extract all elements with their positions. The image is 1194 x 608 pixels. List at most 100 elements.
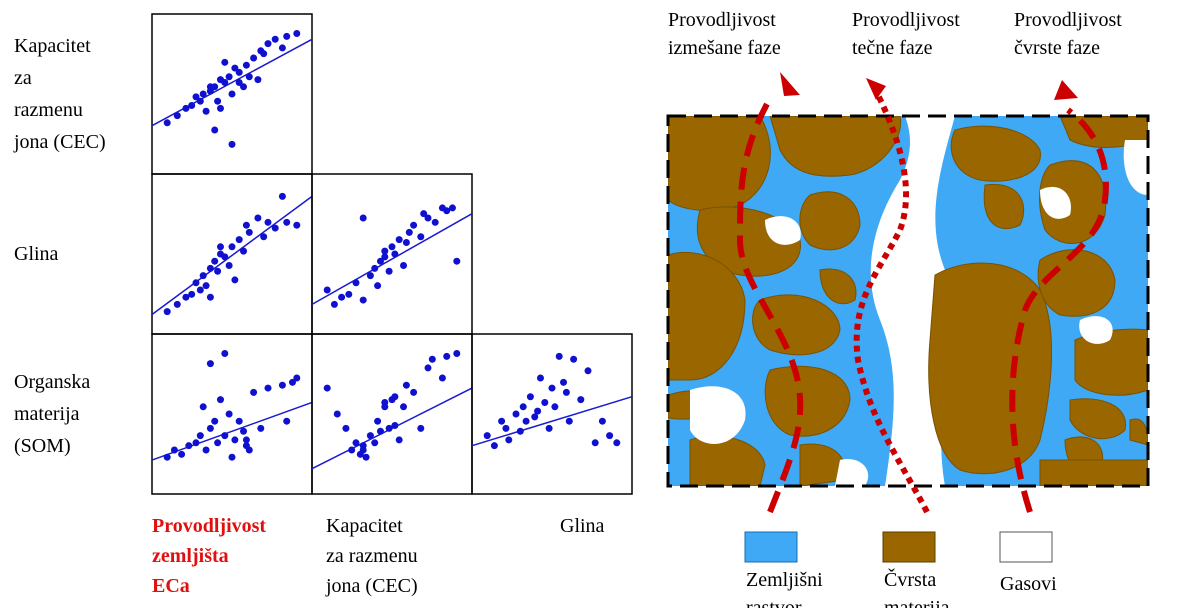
scatter-point (324, 287, 331, 294)
scatter-point (491, 442, 498, 449)
scatter-point (381, 248, 388, 255)
scatter-point (363, 454, 370, 461)
scatter-point (243, 62, 250, 69)
scatter-point (197, 432, 204, 439)
scatter-point (283, 219, 290, 226)
scatter-point (185, 442, 192, 449)
scatter-point (203, 282, 210, 289)
row-label: Glina (14, 243, 59, 265)
scatter-point (257, 425, 264, 432)
column-label: Provodljivost (152, 515, 266, 537)
scatter-point (453, 258, 460, 265)
scatter-point (338, 294, 345, 301)
scatter-point (374, 418, 381, 425)
scatter-point (188, 291, 195, 298)
legend-label: Čvrsta (884, 567, 936, 591)
path-label: čvrste faze (1014, 37, 1100, 59)
scatter-point (254, 215, 261, 222)
scatter-point (563, 389, 570, 396)
scatter-point (231, 276, 238, 283)
scatter-point (371, 439, 378, 446)
scatter-point (367, 272, 374, 279)
scatter-point (391, 251, 398, 258)
scatter-point (174, 112, 181, 119)
scatter-point (217, 105, 224, 112)
scatter-point (193, 279, 200, 286)
scatter-point (599, 418, 606, 425)
scatter-point (221, 432, 228, 439)
scatter-point (229, 91, 236, 98)
scatter-point (236, 418, 243, 425)
row-label: jona (CEC) (13, 131, 106, 153)
scatter-point (229, 141, 236, 148)
scatter-point (406, 229, 413, 236)
scatter-point (443, 353, 450, 360)
scatter-point (360, 447, 367, 454)
scatter-point (371, 265, 378, 272)
scatter-point (498, 418, 505, 425)
scatter-point (549, 385, 556, 392)
scatter-point (236, 79, 243, 86)
path-label: Provodljivost (852, 9, 960, 31)
row-label: materija (14, 403, 80, 425)
scatter-point (178, 451, 185, 458)
scatter-point (334, 411, 341, 418)
scatter-point (513, 411, 520, 418)
column-label: jona (CEC) (325, 575, 418, 597)
scatter-point (381, 399, 388, 406)
scatter-point (279, 382, 286, 389)
fit-line (312, 214, 472, 305)
column-label: Glina (560, 515, 605, 537)
scatter-point (236, 236, 243, 243)
scatter-point (272, 36, 279, 43)
scatter-point (279, 44, 286, 51)
scatter-point (520, 403, 527, 410)
scatter-point (439, 375, 446, 382)
scatter-point (400, 403, 407, 410)
scatter-point (484, 432, 491, 439)
scatter-point (537, 375, 544, 382)
scatter-point (265, 385, 272, 392)
scatter-point (342, 425, 349, 432)
legend-swatch (1000, 532, 1052, 562)
scatter-point (502, 425, 509, 432)
scatter-point (283, 33, 290, 40)
scatter-point (207, 294, 214, 301)
scatter-point (417, 233, 424, 240)
scatter-point (171, 447, 178, 454)
scatter-point (203, 108, 210, 115)
scatter-point (207, 360, 214, 367)
scatter-point (226, 262, 233, 269)
scatter-point (229, 243, 236, 250)
row-label: (SOM) (14, 435, 71, 457)
scatter-point (207, 265, 214, 272)
scatter-point (585, 367, 592, 374)
scatter-point (164, 454, 171, 461)
row-label: Kapacitet (14, 35, 91, 57)
scatter-point (193, 439, 200, 446)
scatter-panel (472, 334, 632, 494)
scatter-point (250, 55, 257, 62)
scatter-point (217, 396, 224, 403)
scatter-point (606, 432, 613, 439)
scatter-point (246, 73, 253, 80)
scatter-point (360, 297, 367, 304)
scatter-point (207, 425, 214, 432)
scatter-point (396, 236, 403, 243)
scatter-point (250, 389, 257, 396)
scatter-point (546, 425, 553, 432)
scatter-point (197, 287, 204, 294)
scatter-point (226, 411, 233, 418)
scatter-point (324, 385, 331, 392)
scatter-point (391, 422, 398, 429)
scatter-point (174, 301, 181, 308)
scatter-point (556, 353, 563, 360)
scatter-point (534, 408, 541, 415)
scatter-point (353, 279, 360, 286)
scatter-point (260, 50, 267, 57)
column-label: Kapacitet (326, 515, 403, 537)
scatter-point (240, 428, 247, 435)
scatter-point (211, 418, 218, 425)
column-label: za razmenu (326, 545, 418, 567)
scatter-point (254, 76, 261, 83)
